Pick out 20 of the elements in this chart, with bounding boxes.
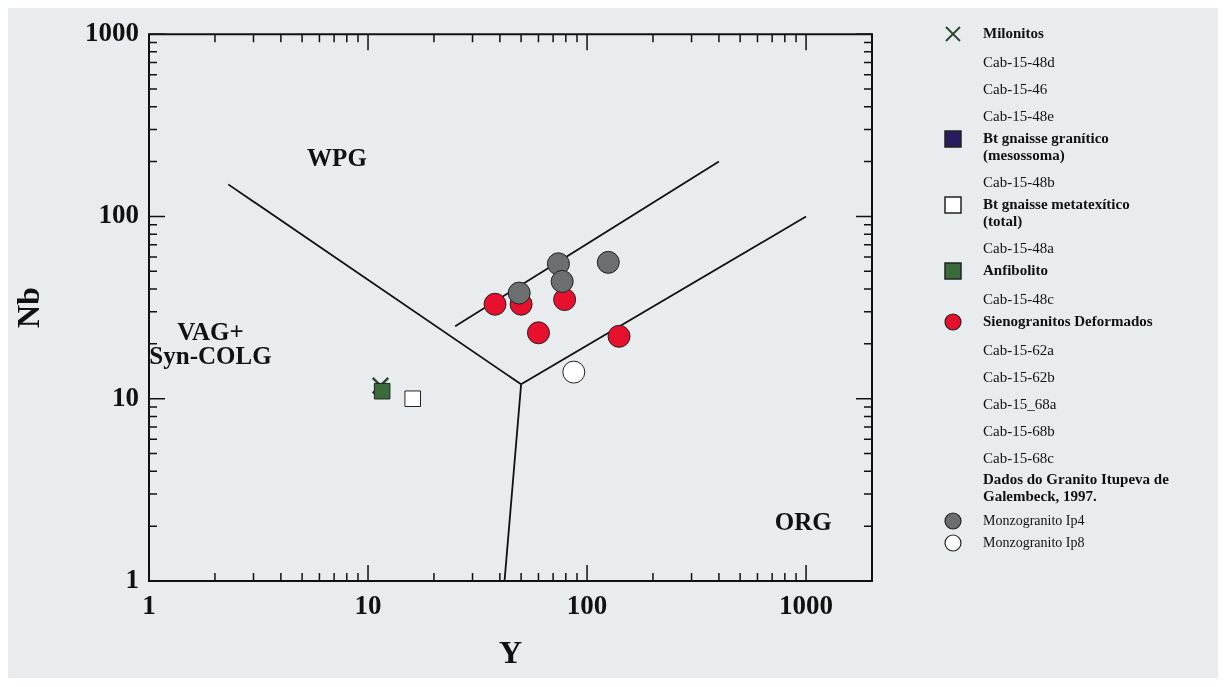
x-axis-title: Y bbox=[498, 634, 523, 671]
x-tick-label: 1000 bbox=[779, 590, 834, 621]
annotation: WPG bbox=[307, 144, 367, 172]
legend-label: Bt gnaisse metatexítico (total) Cab-15-48a bbox=[983, 195, 1131, 257]
legend-label: Bt gnaisse granítico (mesossoma) Cab-15-48b bbox=[983, 129, 1110, 191]
y-tick-label: 10 bbox=[112, 381, 139, 412]
legend-label: Milonitos Cab-15-48d Cab-15-46 Cab-15-48e bbox=[983, 24, 1056, 125]
x-tick-label: 10 bbox=[354, 590, 382, 621]
legend-label: Anfibolito Cab-15-48c bbox=[983, 261, 1055, 308]
y-tick-label: 100 bbox=[98, 199, 139, 230]
annotation: ORG bbox=[774, 508, 832, 536]
legend-label: Monzogranito Ip8 bbox=[983, 534, 1086, 551]
y-axis-title: Nb bbox=[10, 287, 47, 329]
legend-label: Sienogranitos Deformados Cab-15-62a Cab-15-62b Cab-15_68a Cab-15-68b Cab-15-68c bbox=[983, 312, 1154, 467]
x-tick-label: 100 bbox=[566, 590, 608, 621]
legend-title: Dados do Granito Itupeva de Galembeck, 1997. bbox=[983, 471, 1170, 505]
legend-label: Monzogranito Ip4 bbox=[983, 512, 1086, 529]
y-tick-label: 1 bbox=[125, 563, 139, 594]
annotation: VAG+ Syn-COLG bbox=[149, 318, 272, 370]
y-tick-label: 1000 bbox=[85, 17, 139, 48]
